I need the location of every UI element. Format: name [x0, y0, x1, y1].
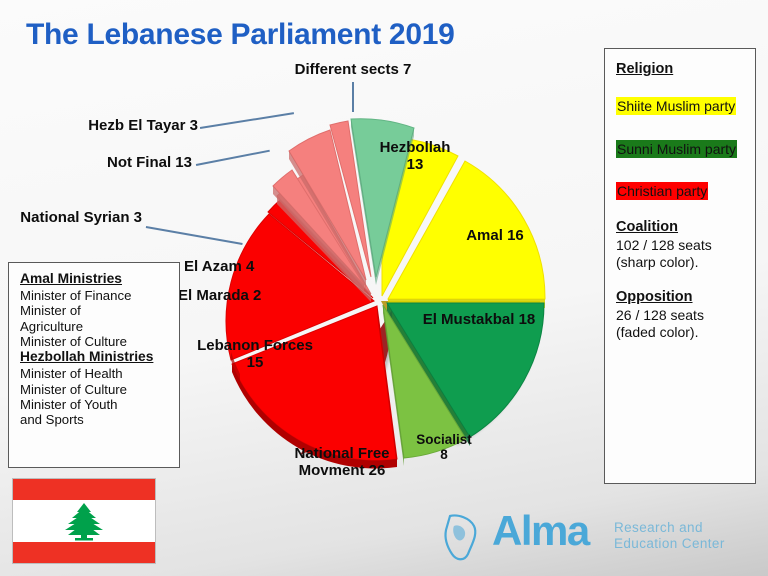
slice-value-hezbollah: 13	[406, 155, 424, 173]
legend-opposition-heading: Opposition	[616, 289, 693, 306]
slice-el-mustakbal[interactable]	[386, 302, 545, 446]
slice-label-not-final: Not Final 13	[106, 154, 192, 171]
legend-coalition-heading: Coalition	[616, 218, 679, 235]
slice-hezb-el-tayar[interactable]	[329, 120, 372, 278]
hezbollah-ministry-item: Minister of Youth	[20, 396, 118, 412]
hezbollah-ministry-item: Minister of Health	[20, 366, 123, 382]
slice-label-el-marada: El Marada 2	[178, 287, 262, 304]
slice-label-socialist: Socialist 8	[396, 432, 492, 462]
legend-opposition-seats: 26 / 128 seats	[616, 307, 704, 324]
slice-national-free-movment[interactable]	[231, 305, 398, 469]
alma-logo: Alma Research and Education Center	[432, 508, 756, 566]
hezbollah-ministry-item: and Sports	[20, 412, 84, 428]
slice-value-socialist: 8	[440, 447, 448, 463]
legend-box: Religion Shiite Muslim party Sunni Musli…	[604, 48, 756, 484]
slice-not-final[interactable]	[288, 129, 367, 288]
legend-shiite-item: Shiite Muslim party	[616, 97, 744, 115]
leader-line-different-sects	[352, 82, 354, 112]
legend-sunni-item: Sunni Muslim party	[616, 139, 744, 158]
alma-logo-brand: Alma	[492, 507, 590, 554]
slice-lebanon-forces[interactable]	[225, 213, 375, 382]
slice-label-el-mustakbal: El Mustakbal 18	[422, 311, 536, 328]
slice-label-lebanon-forces-text: Lebanon Forces	[197, 337, 313, 354]
slice-different-sects[interactable]	[350, 118, 415, 285]
hezbollah-ministries-heading: Hezbollah Ministries	[20, 349, 154, 365]
slice-label-lebanon-forces: Lebanon Forces 15	[172, 337, 338, 372]
ministries-box: Amal Ministries Minister of Finance Mini…	[8, 262, 180, 468]
slice-socialist[interactable]	[382, 304, 467, 466]
legend-christian-item: Christian party	[616, 182, 744, 201]
slice-value-lebanon-forces: 15	[246, 353, 264, 371]
lebanon-flag-svg	[13, 479, 155, 563]
slice-label-national-free-movment: National Free Movment 26	[252, 445, 432, 480]
alma-logo-subtitle: Research and Education Center	[614, 520, 725, 551]
alma-logo-subtitle-line2: Education Center	[614, 535, 725, 551]
amal-ministry-item: Minister of Culture	[20, 333, 128, 349]
legend-coalition-note: (sharp color).	[616, 253, 699, 270]
amal-ministry-item: Agriculture	[20, 318, 84, 334]
page-title: The Lebanese Parliament 2019	[26, 18, 455, 51]
map-outline-icon	[444, 514, 477, 561]
legend-shiite-label: Shiite Muslim party	[616, 97, 737, 115]
slice-label-hezbollah-text: Hezbollah	[379, 139, 451, 156]
slice-label-hezb-el-tayar: Hezb El Tayar 3	[88, 117, 198, 134]
slice-label-national-syrian: National Syrian 3	[20, 209, 142, 226]
slice-label-socialist-text: Socialist	[416, 432, 472, 447]
legend-christian-label: Christian party	[616, 182, 709, 201]
slice-label-amal: Amal 16	[466, 227, 524, 244]
amal-ministries-heading: Amal Ministries	[20, 271, 122, 286]
slice-label-nfm-line2: Movment 26	[298, 461, 386, 479]
flag-top-band	[13, 479, 155, 500]
legend-sunni-label: Sunni Muslim party	[616, 139, 738, 158]
slice-national-syrian[interactable]	[272, 169, 365, 293]
legend-opposition-note: (faded color).	[616, 323, 699, 340]
slice-label-el-azam: El Azam 4	[184, 258, 255, 275]
flag-bottom-band	[13, 542, 155, 563]
legend-religion-heading: Religion	[616, 61, 674, 77]
slice-label-nfm-line1: National Free	[294, 445, 390, 462]
slice-label-hezbollah: Hezbollah 13	[360, 139, 470, 174]
lebanon-flag	[12, 478, 156, 564]
hezbollah-ministry-item: Minister of Culture	[20, 381, 128, 397]
amal-ministry-item: Minister of	[20, 303, 81, 319]
amal-ministry-item: Minister of Finance	[20, 288, 132, 303]
alma-logo-subtitle-line1: Research and	[614, 520, 703, 535]
slice-label-different-sects: Different sects 7	[294, 61, 412, 78]
legend-coalition-seats: 102 / 128 seats	[616, 236, 712, 253]
cedar-tree-icon	[65, 503, 103, 541]
